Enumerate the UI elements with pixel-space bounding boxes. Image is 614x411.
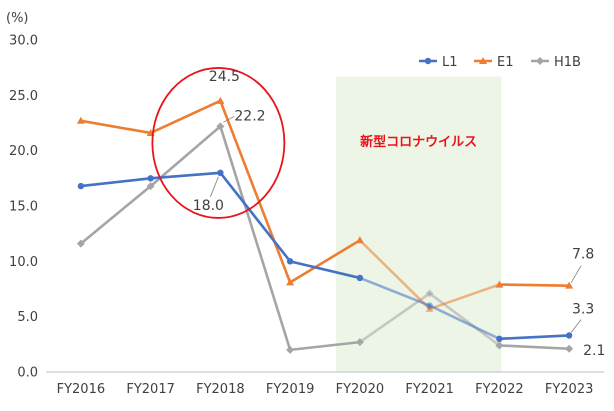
- series-e1-segment: [79, 119, 152, 135]
- series-e1-segment: [498, 283, 571, 287]
- series-h1b-point: [146, 182, 155, 191]
- legend-item-h1b: H1B: [531, 55, 581, 70]
- y-axis-ticks: 0.0 5.0 10.0 15.0 20.0 25.0 30.0: [9, 34, 38, 381]
- x-tick-label: FY2016: [57, 382, 106, 397]
- series-l1-point: [286, 258, 294, 265]
- series-h1b-segment: [79, 184, 152, 245]
- series-l1-segment: [219, 171, 292, 263]
- annotations-group: 24.5 22.2 18.0 7.8 3.3 2.1: [193, 69, 606, 359]
- legend-item-e1: E1: [474, 55, 514, 70]
- series-l1-point: [356, 274, 364, 282]
- series-l1: [77, 169, 573, 342]
- series-l1-segment: [149, 171, 222, 180]
- series-h1b-point: [495, 341, 504, 350]
- series-e1-point: [216, 96, 225, 104]
- legend-label: H1B: [554, 55, 581, 70]
- legend-swatch-marker: [424, 57, 432, 65]
- data-label: 3.3: [572, 301, 594, 317]
- x-tick-label: FY2021: [405, 382, 454, 397]
- series-e1-segment: [428, 283, 501, 311]
- x-tick-label: FY2022: [475, 382, 524, 397]
- series-h1b: [76, 122, 574, 354]
- series-e1: [76, 96, 574, 312]
- annotation-leader: [210, 176, 219, 197]
- series-l1-segment: [498, 334, 571, 341]
- legend-label: L1: [442, 55, 458, 70]
- highlight-circle: [151, 67, 286, 219]
- covid-label: 新型コロナウイルス: [360, 134, 477, 150]
- y-tick-label: 30.0: [9, 34, 38, 49]
- y-tick-label: 25.0: [9, 89, 38, 104]
- series-e1-segment: [149, 99, 222, 135]
- series-l1-point: [217, 169, 224, 176]
- legend-item-l1: L1: [419, 55, 458, 70]
- series-l1-point: [426, 302, 433, 309]
- annotation-leader: [570, 319, 582, 333]
- x-tick-label: FY2023: [545, 382, 594, 397]
- data-label: 24.5: [209, 69, 240, 85]
- data-label: 22.2: [234, 108, 265, 124]
- series-e1-point: [355, 236, 364, 244]
- series-h1b-point: [76, 239, 85, 248]
- series-e1-point: [286, 278, 295, 286]
- y-tick-label: 0.0: [17, 366, 38, 381]
- series-e1-segment: [358, 239, 431, 311]
- x-tick-label: FY2018: [196, 382, 245, 397]
- data-label: 7.8: [572, 247, 594, 263]
- legend: L1 E1 H1B: [419, 55, 581, 70]
- legend-swatch-marker: [536, 57, 544, 65]
- series-h1b-segment: [428, 292, 501, 347]
- series-l1-segment: [79, 177, 152, 188]
- series-h1b-segment: [288, 340, 362, 352]
- series-e1-segment: [219, 99, 292, 284]
- series-l1-segment: [428, 304, 501, 341]
- series-e1-point: [76, 116, 85, 124]
- series-group: [76, 96, 574, 354]
- series-h1b-segment: [219, 125, 292, 352]
- series-l1-segment: [288, 260, 362, 280]
- y-tick-label: 20.0: [9, 144, 38, 159]
- series-h1b-point: [286, 345, 295, 354]
- y-tick-label: 10.0: [9, 255, 38, 270]
- data-label: 2.1: [583, 343, 605, 359]
- y-tick-label: 5.0: [17, 310, 38, 325]
- series-l1-segment: [358, 276, 431, 307]
- highlight-circle-group: [151, 67, 286, 219]
- y-tick-label: 15.0: [9, 200, 38, 215]
- x-tick-label: FY2020: [336, 382, 385, 397]
- series-l1-point: [77, 182, 85, 190]
- annotation-leader: [223, 115, 235, 123]
- x-tick-label: FY2017: [126, 382, 175, 397]
- annotation-leader: [570, 265, 582, 283]
- covid-period-band: [335, 76, 502, 373]
- series-l1-point: [147, 175, 154, 182]
- series-h1b-segment: [498, 344, 571, 351]
- series-e1-point: [565, 281, 574, 289]
- series-l1-point: [565, 332, 573, 339]
- series-l1-point: [496, 335, 503, 342]
- series-h1b-point: [355, 338, 364, 347]
- covid-highlight-group: 新型コロナウイルス: [335, 76, 502, 373]
- legend-label: E1: [497, 55, 514, 70]
- series-h1b-point: [216, 122, 225, 131]
- legend-swatch-marker: [479, 57, 487, 64]
- x-axis-ticks: FY2016 FY2017 FY2018 FY2019 FY2020 FY2021 FY20…: [57, 382, 594, 397]
- series-e1-segment: [288, 239, 362, 284]
- series-h1b-point: [565, 344, 574, 353]
- y-axis-unit-label: (%): [6, 11, 29, 26]
- x-tick-label: FY2019: [266, 382, 315, 397]
- series-h1b-point: [425, 289, 434, 298]
- series-e1-point: [495, 280, 504, 288]
- data-label: 18.0: [193, 198, 224, 214]
